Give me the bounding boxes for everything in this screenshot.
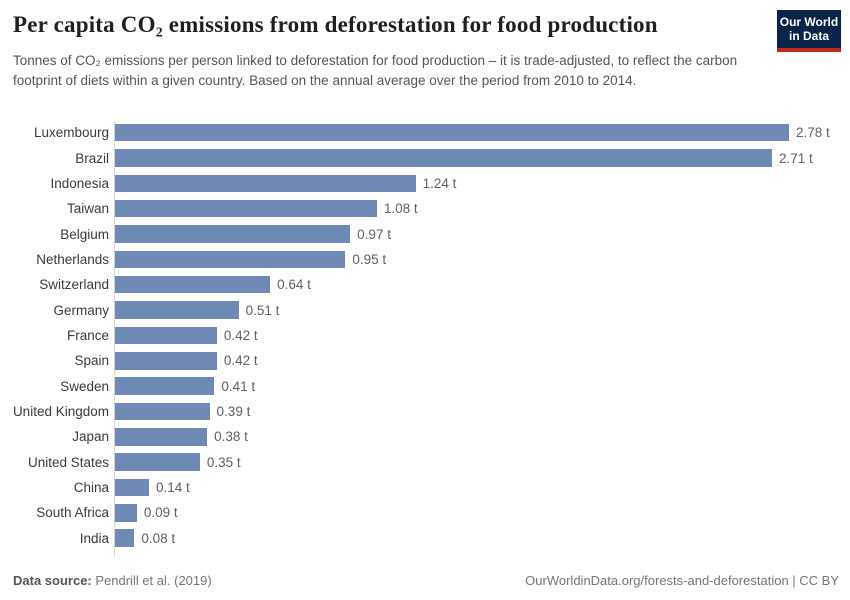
category-label: United States bbox=[27, 454, 109, 470]
data-source: Data source: Pendrill et al. (2019) bbox=[13, 573, 212, 588]
chart-row: United States 0.35 t bbox=[0, 449, 850, 474]
value-label: 0.08 t bbox=[141, 530, 176, 546]
chart-row: Spain 0.42 t bbox=[0, 348, 850, 373]
category-label: India bbox=[79, 530, 109, 546]
chart-row: China 0.14 t bbox=[0, 475, 850, 500]
chart-row: Netherlands 0.95 t bbox=[0, 247, 850, 272]
bar-track: 0.42 t bbox=[115, 323, 850, 348]
category-label: United Kingdom bbox=[12, 403, 109, 419]
category-label: China bbox=[73, 479, 109, 495]
value-label: 1.08 t bbox=[383, 201, 418, 217]
value-label: 0.09 t bbox=[143, 505, 178, 521]
bar bbox=[115, 199, 377, 218]
value-label: 0.41 t bbox=[221, 378, 256, 394]
chart-row: Belgium 0.97 t bbox=[0, 221, 850, 246]
value-label: 0.51 t bbox=[245, 302, 280, 318]
bar-track: 0.41 t bbox=[115, 373, 850, 398]
value-label: 0.97 t bbox=[357, 226, 391, 242]
value-label: 0.14 t bbox=[155, 479, 190, 495]
value-label: 0.39 t bbox=[216, 403, 251, 419]
chart-row: Germany 0.51 t bbox=[0, 297, 850, 322]
value-label: 0.38 t bbox=[214, 429, 248, 445]
bar bbox=[115, 504, 137, 522]
bar bbox=[115, 301, 239, 319]
owid-logo-line2: in Data bbox=[788, 29, 829, 43]
bar bbox=[115, 478, 149, 497]
chart-footer: Data source: Pendrill et al. (2019) OurW… bbox=[13, 573, 839, 588]
category-label: South Africa bbox=[36, 505, 109, 521]
bar-track: 0.09 t bbox=[115, 500, 850, 525]
credit-link: OurWorldinData.org/forests-and-deforesta… bbox=[525, 573, 839, 588]
category-label: Brazil bbox=[75, 150, 109, 166]
bar bbox=[115, 529, 135, 547]
bar bbox=[115, 225, 351, 243]
chart-row: Japan 0.38 t bbox=[0, 424, 850, 449]
chart-row: France 0.42 t bbox=[0, 323, 850, 348]
bar-track: 2.71 t bbox=[115, 145, 850, 170]
category-label: Sweden bbox=[60, 378, 109, 394]
bar-track: 0.38 t bbox=[115, 424, 850, 449]
chart-row: Taiwan 1.08 t bbox=[0, 196, 850, 221]
bar-track: 0.35 t bbox=[115, 449, 850, 474]
bar bbox=[115, 402, 210, 421]
y-axis-line bbox=[114, 121, 115, 556]
value-label: 0.95 t bbox=[352, 251, 387, 267]
data-source-value: Pendrill et al. (2019) bbox=[91, 573, 212, 588]
category-label: Belgium bbox=[60, 226, 109, 242]
value-label: 1.24 t bbox=[422, 175, 457, 191]
chart-row: Brazil 2.71 t bbox=[0, 145, 850, 170]
category-label: Luxembourg bbox=[33, 125, 109, 141]
chart-row: United Kingdom 0.39 t bbox=[0, 399, 850, 424]
value-label: 2.78 t bbox=[796, 125, 830, 141]
category-label: Japan bbox=[72, 429, 109, 445]
owid-logo: Our World in Data bbox=[777, 10, 841, 52]
chart-rows: Luxembourg 2.78 t Brazil 2.71 t Indonesia 1.2… bbox=[0, 120, 850, 551]
value-label: 0.42 t bbox=[223, 327, 258, 343]
chart-row: Switzerland 0.64 t bbox=[0, 272, 850, 297]
bar-track: 1.08 t bbox=[115, 196, 850, 221]
bar bbox=[115, 149, 773, 167]
bar bbox=[115, 123, 789, 142]
category-label: Taiwan bbox=[66, 201, 109, 217]
category-label: Germany bbox=[53, 302, 109, 318]
owid-logo-line1: Our World bbox=[779, 15, 839, 29]
bar-track: 0.95 t bbox=[115, 247, 850, 272]
bar bbox=[115, 428, 208, 446]
category-label: Indonesia bbox=[50, 175, 109, 191]
chart-row: Indonesia 1.24 t bbox=[0, 171, 850, 196]
bar-track: 0.51 t bbox=[115, 297, 850, 322]
bar bbox=[115, 250, 346, 269]
bar bbox=[115, 352, 217, 370]
category-label: Spain bbox=[74, 353, 109, 369]
chart-row: Sweden 0.41 t bbox=[0, 373, 850, 398]
chart-subtitle: Tonnes of CO₂ emissions per person linke… bbox=[13, 53, 738, 88]
bar bbox=[115, 377, 215, 395]
data-source-label: Data source: bbox=[13, 573, 92, 588]
bar bbox=[115, 453, 200, 471]
bar-track: 0.64 t bbox=[115, 272, 850, 297]
bar-track: 0.97 t bbox=[115, 221, 850, 246]
bar bbox=[115, 275, 271, 294]
bar-chart: Luxembourg 2.78 t Brazil 2.71 t Indonesia 1.2… bbox=[0, 120, 850, 556]
bar-track: 0.39 t bbox=[115, 399, 850, 424]
bar-track: 2.78 t bbox=[115, 120, 850, 145]
chart-title: Per capita CO₂ emissions from deforestat… bbox=[13, 12, 658, 37]
chart-row: Luxembourg 2.78 t bbox=[0, 120, 850, 145]
category-label: Switzerland bbox=[39, 277, 109, 293]
bar bbox=[115, 326, 217, 345]
category-label: France bbox=[66, 327, 109, 343]
value-label: 0.64 t bbox=[277, 277, 311, 293]
bar-track: 0.08 t bbox=[115, 526, 850, 551]
chart-row: India 0.08 t bbox=[0, 526, 850, 551]
category-label: Netherlands bbox=[36, 251, 109, 267]
chart-row: South Africa 0.09 t bbox=[0, 500, 850, 525]
bar-track: 0.42 t bbox=[115, 348, 850, 373]
bar-track: 1.24 t bbox=[115, 171, 850, 196]
bar bbox=[115, 174, 416, 193]
bar-track: 0.14 t bbox=[115, 475, 850, 500]
value-label: 0.42 t bbox=[223, 353, 258, 369]
value-label: 0.35 t bbox=[206, 454, 241, 470]
value-label: 2.71 t bbox=[779, 150, 813, 166]
